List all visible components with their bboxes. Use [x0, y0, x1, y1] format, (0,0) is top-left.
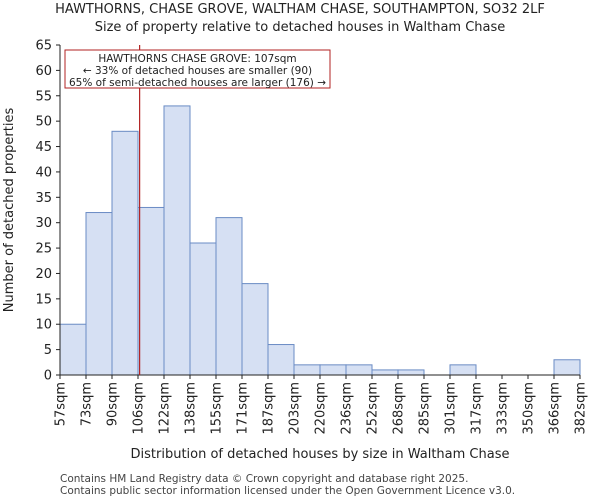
y-tick-label: 20: [35, 267, 52, 282]
histogram-bar: [553, 359, 581, 376]
x-tick-label: 317sqm: [470, 382, 485, 435]
x-tick-label: 220sqm: [314, 382, 329, 435]
histogram-bar: [319, 364, 347, 376]
footer-licence: Contains public sector information licen…: [60, 485, 516, 497]
histogram-bar: [371, 369, 399, 376]
histogram-bar: [449, 364, 477, 376]
histogram-bar: [163, 105, 191, 376]
histogram-bar: [397, 369, 425, 376]
x-tick-label: 187sqm: [262, 382, 277, 435]
y-tick-label: 65: [35, 39, 52, 54]
x-axis-label: Distribution of detached houses by size …: [131, 447, 510, 462]
histogram-bar: [59, 323, 87, 376]
y-tick-label: 5: [44, 343, 52, 358]
y-axis-label: Number of detached properties: [2, 108, 17, 313]
x-tick-label: 252sqm: [366, 382, 381, 435]
histogram-bar: [267, 344, 295, 376]
x-tick-label: 285sqm: [418, 382, 433, 435]
x-tick-label: 73sqm: [80, 382, 95, 426]
y-tick-label: 50: [35, 115, 52, 130]
annotation-title: HAWTHORNS CHASE GROVE: 107sqm: [98, 53, 296, 65]
footer-copyright: Contains HM Land Registry data © Crown c…: [60, 473, 469, 485]
x-tick-label: 268sqm: [392, 382, 407, 435]
x-tick-label: 122sqm: [158, 382, 173, 435]
histogram-bar: [189, 242, 217, 376]
histogram-bar: [241, 283, 269, 376]
y-tick-label: 10: [35, 318, 52, 333]
y-tick-label: 40: [35, 165, 52, 180]
y-tick-label: 35: [35, 191, 52, 206]
histogram-bar: [293, 364, 321, 376]
histogram-bar: [85, 212, 113, 376]
x-tick-label: 171sqm: [236, 382, 251, 435]
histogram-bar: [345, 364, 373, 376]
y-tick-label: 45: [35, 140, 52, 155]
y-tick-label: 60: [35, 64, 52, 79]
y-tick-label: 15: [35, 292, 52, 307]
chart-title: HAWTHORNS, CHASE GROVE, WALTHAM CHASE, S…: [55, 2, 545, 17]
histogram-bar: [111, 130, 139, 376]
x-tick-label: 106sqm: [132, 382, 147, 435]
x-tick-label: 155sqm: [210, 382, 225, 435]
x-tick-label: 236sqm: [340, 382, 355, 435]
x-tick-label: 333sqm: [496, 382, 511, 435]
annotation-box: [64, 49, 331, 89]
y-tick-label: 55: [35, 89, 52, 104]
annotation-larger: 65% of semi-detached houses are larger (…: [69, 77, 326, 89]
histogram-bar: [215, 217, 243, 376]
x-tick-label: 366sqm: [548, 382, 563, 435]
histogram-bar: [137, 206, 165, 376]
chart-subtitle: Size of property relative to detached ho…: [94, 20, 506, 35]
y-tick-label: 0: [44, 369, 52, 384]
x-tick-label: 138sqm: [184, 382, 199, 435]
x-tick-label: 90sqm: [106, 382, 121, 426]
y-tick-label: 25: [35, 242, 52, 257]
y-tick-label: 30: [35, 216, 52, 231]
annotation-smaller: ← 33% of detached houses are smaller (90…: [83, 65, 312, 77]
x-tick-label: 382sqm: [574, 382, 589, 435]
x-tick-label: 203sqm: [288, 382, 303, 435]
x-tick-label: 57sqm: [54, 382, 69, 426]
x-tick-label: 301sqm: [444, 382, 459, 435]
x-tick-label: 350sqm: [522, 382, 537, 435]
